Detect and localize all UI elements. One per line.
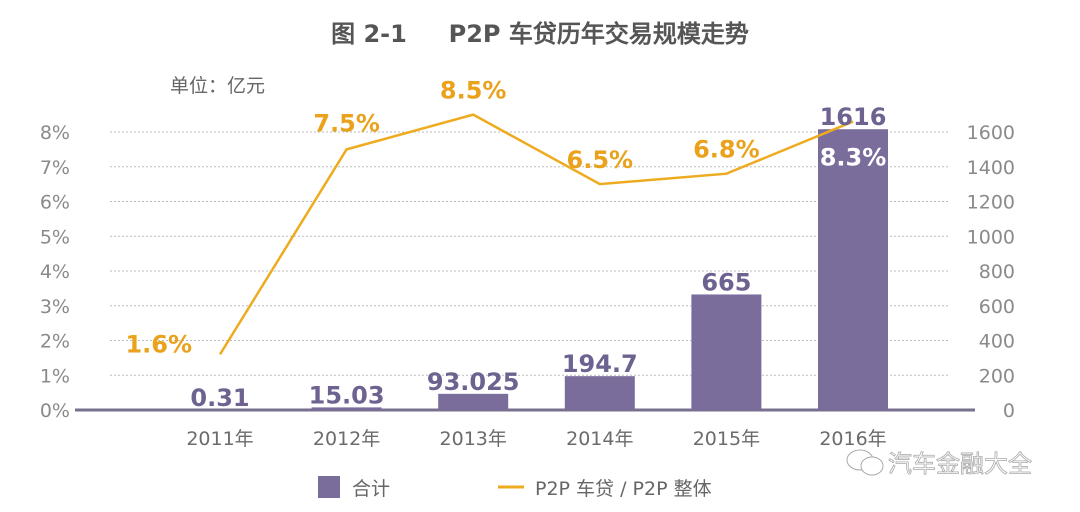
legend-label-line: P2P 车贷 / P2P 整体 — [535, 478, 712, 500]
bar — [438, 393, 509, 410]
right-tick-label: 600 — [979, 296, 1015, 318]
x-tick-label: 2014年 — [566, 428, 633, 450]
left-tick-label: 5% — [40, 226, 70, 248]
right-tick-label: 200 — [979, 365, 1015, 387]
bar-value-label: 1616 — [820, 103, 887, 131]
left-tick-label: 2% — [40, 331, 70, 353]
x-tick-label: 2015年 — [693, 428, 760, 450]
left-tick-label: 7% — [40, 157, 70, 179]
bar — [818, 129, 888, 410]
line-value-label: 7.5% — [313, 109, 380, 137]
line-value-label: 8.3% — [820, 144, 887, 172]
line-value-label: 8.5% — [440, 77, 507, 105]
bar-value-label: 665 — [701, 268, 751, 296]
right-tick-label: 1600 — [967, 122, 1015, 144]
left-tick-label: 1% — [40, 365, 70, 387]
watermark: 汽车金融大全 — [846, 449, 1032, 478]
bar — [311, 407, 382, 410]
legend-swatch-bar — [318, 476, 340, 498]
bar — [691, 294, 762, 410]
bar-value-label: 93.025 — [427, 368, 520, 396]
legend-label-bar: 合计 — [352, 478, 390, 500]
bar — [564, 376, 635, 410]
unit-label: 单位：亿元 — [170, 75, 265, 97]
x-tick-label: 2013年 — [440, 428, 507, 450]
line-series — [218, 113, 854, 356]
line-value-label: 6.8% — [693, 136, 760, 164]
right-tick-label: 1000 — [967, 226, 1015, 248]
right-tick-label: 800 — [979, 261, 1015, 283]
wechat-icon — [846, 449, 884, 476]
x-tick-label: 2011年 — [186, 428, 253, 450]
right-tick-label: 1400 — [967, 157, 1015, 179]
left-tick-label: 0% — [40, 400, 70, 422]
line-value-label: 6.5% — [567, 146, 634, 174]
bar-value-label: 15.03 — [309, 381, 385, 409]
line-value-label: 1.6% — [125, 330, 192, 358]
bar-value-label: 0.31 — [190, 384, 249, 412]
x-tick-label: 2016年 — [819, 428, 886, 450]
watermark-text: 汽车金融大全 — [888, 450, 1032, 478]
x-tick-label: 2012年 — [313, 428, 380, 450]
legend: 合计 P2P 车贷 / P2P 整体 — [318, 476, 712, 500]
right-tick-label: 1200 — [967, 192, 1015, 214]
right-tick-label: 0 — [1003, 400, 1015, 422]
left-tick-label: 6% — [40, 192, 70, 214]
chart-title: 图 2-1 P2P 车贷历年交易规模走势 — [331, 20, 749, 48]
left-tick-label: 3% — [40, 296, 70, 318]
left-tick-label: 4% — [40, 261, 70, 283]
left-tick-label: 8% — [40, 122, 70, 144]
right-tick-label: 400 — [979, 331, 1015, 353]
bar-value-label: 194.7 — [562, 350, 638, 378]
